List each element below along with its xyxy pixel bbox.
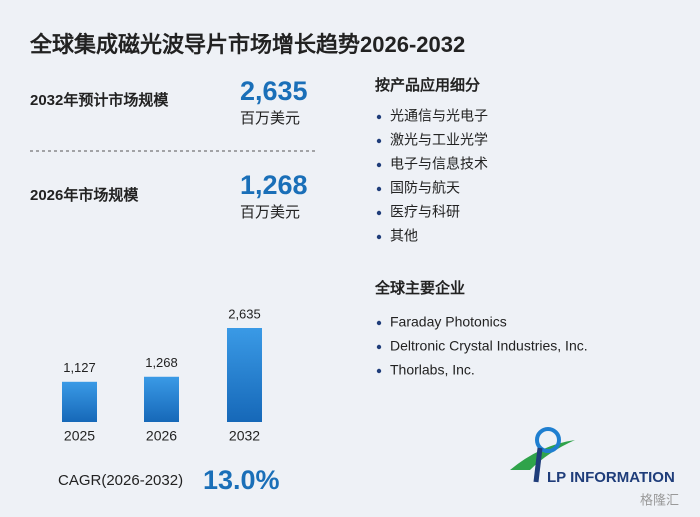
watermark: 格隆汇 <box>640 492 679 507</box>
logo: LP INFORMATION <box>510 427 675 486</box>
segments-heading: 按产品应用细分 <box>375 76 480 94</box>
bullet <box>376 320 382 326</box>
value-label: 2,635 <box>228 306 261 321</box>
value-label: 1,268 <box>145 355 178 370</box>
bullet <box>376 210 382 216</box>
stat-value: 2,635 <box>240 76 308 106</box>
title: 全球集成磁光波导片市场增长趋势2026-2032 <box>29 32 465 57</box>
logo-text: LP INFORMATION <box>547 469 675 486</box>
company-item: Thorlabs, Inc. <box>390 362 475 378</box>
bullet <box>376 114 382 120</box>
companies-heading: 全球主要企业 <box>374 279 465 297</box>
bar <box>144 376 179 422</box>
bullet <box>376 162 382 168</box>
logo-swoosh <box>510 440 575 470</box>
stat-label: 2026年市场规模 <box>30 186 139 204</box>
bullet <box>376 138 382 144</box>
segment-item: 国防与航天 <box>390 180 460 196</box>
value-label: 1,127 <box>63 360 96 375</box>
bar <box>62 381 97 422</box>
stat-label: 2032年预计市场规模 <box>30 91 169 109</box>
x-tick-label: 2026 <box>146 428 177 444</box>
segment-item: 医疗与科研 <box>390 204 460 220</box>
bullet <box>376 344 382 350</box>
bullet <box>376 186 382 192</box>
cagr-label: CAGR(2026-2032) <box>58 472 183 489</box>
stat-value: 1,268 <box>240 170 308 200</box>
segment-item: 其他 <box>390 228 418 244</box>
segment-item: 光通信与光电子 <box>390 108 488 124</box>
company-item: Faraday Photonics <box>390 314 507 330</box>
x-tick-label: 2032 <box>229 428 260 444</box>
stat-unit: 百万美元 <box>240 204 300 221</box>
logo-ring <box>535 427 561 453</box>
segment-item: 电子与信息技术 <box>390 156 488 172</box>
stat-unit: 百万美元 <box>240 110 300 127</box>
segment-item: 激光与工业光学 <box>390 132 488 148</box>
bar <box>227 328 262 422</box>
cagr-value: 13.0% <box>203 465 280 495</box>
bullet <box>376 368 382 374</box>
logo-stem <box>533 447 543 483</box>
x-tick-label: 2025 <box>64 428 95 444</box>
bullet <box>376 234 382 240</box>
company-item: Deltronic Crystal Industries, Inc. <box>390 338 588 354</box>
